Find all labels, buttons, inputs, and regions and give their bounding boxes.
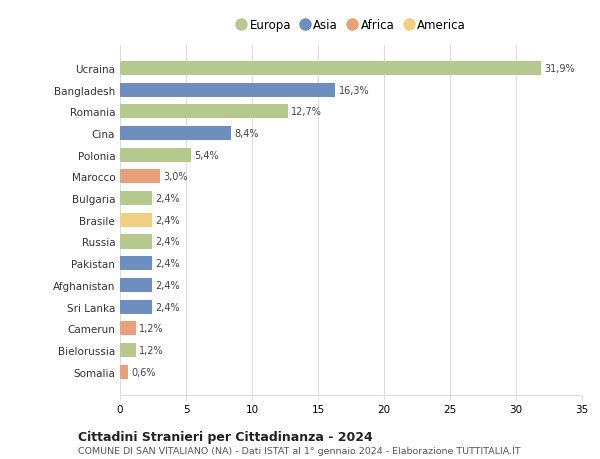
Bar xyxy=(120,257,152,271)
Text: 2,4%: 2,4% xyxy=(155,215,179,225)
Text: 2,4%: 2,4% xyxy=(155,280,179,290)
Bar xyxy=(120,300,152,314)
Bar xyxy=(120,321,136,336)
Bar xyxy=(120,343,136,357)
Bar xyxy=(120,84,335,97)
Text: 2,4%: 2,4% xyxy=(155,237,179,247)
Text: Cittadini Stranieri per Cittadinanza - 2024: Cittadini Stranieri per Cittadinanza - 2… xyxy=(78,431,373,443)
Bar xyxy=(120,170,160,184)
Text: 16,3%: 16,3% xyxy=(338,85,369,95)
Bar xyxy=(120,192,152,206)
Text: 2,4%: 2,4% xyxy=(155,302,179,312)
Bar xyxy=(120,365,128,379)
Bar xyxy=(120,278,152,292)
Bar xyxy=(120,62,541,76)
Legend: Europa, Asia, Africa, America: Europa, Asia, Africa, America xyxy=(234,17,468,34)
Text: 2,4%: 2,4% xyxy=(155,258,179,269)
Text: 8,4%: 8,4% xyxy=(234,129,259,139)
Text: 31,9%: 31,9% xyxy=(544,64,575,74)
Text: 2,4%: 2,4% xyxy=(155,194,179,204)
Text: COMUNE DI SAN VITALIANO (NA) - Dati ISTAT al 1° gennaio 2024 - Elaborazione TUTT: COMUNE DI SAN VITALIANO (NA) - Dati ISTA… xyxy=(78,446,521,455)
Bar xyxy=(120,105,287,119)
Text: 12,7%: 12,7% xyxy=(291,107,322,117)
Text: 3,0%: 3,0% xyxy=(163,172,187,182)
Bar xyxy=(120,127,231,141)
Text: 5,4%: 5,4% xyxy=(194,151,219,160)
Bar xyxy=(120,148,191,162)
Bar xyxy=(120,213,152,227)
Bar xyxy=(120,235,152,249)
Text: 1,2%: 1,2% xyxy=(139,324,164,334)
Text: 0,6%: 0,6% xyxy=(131,367,156,377)
Text: 1,2%: 1,2% xyxy=(139,345,164,355)
